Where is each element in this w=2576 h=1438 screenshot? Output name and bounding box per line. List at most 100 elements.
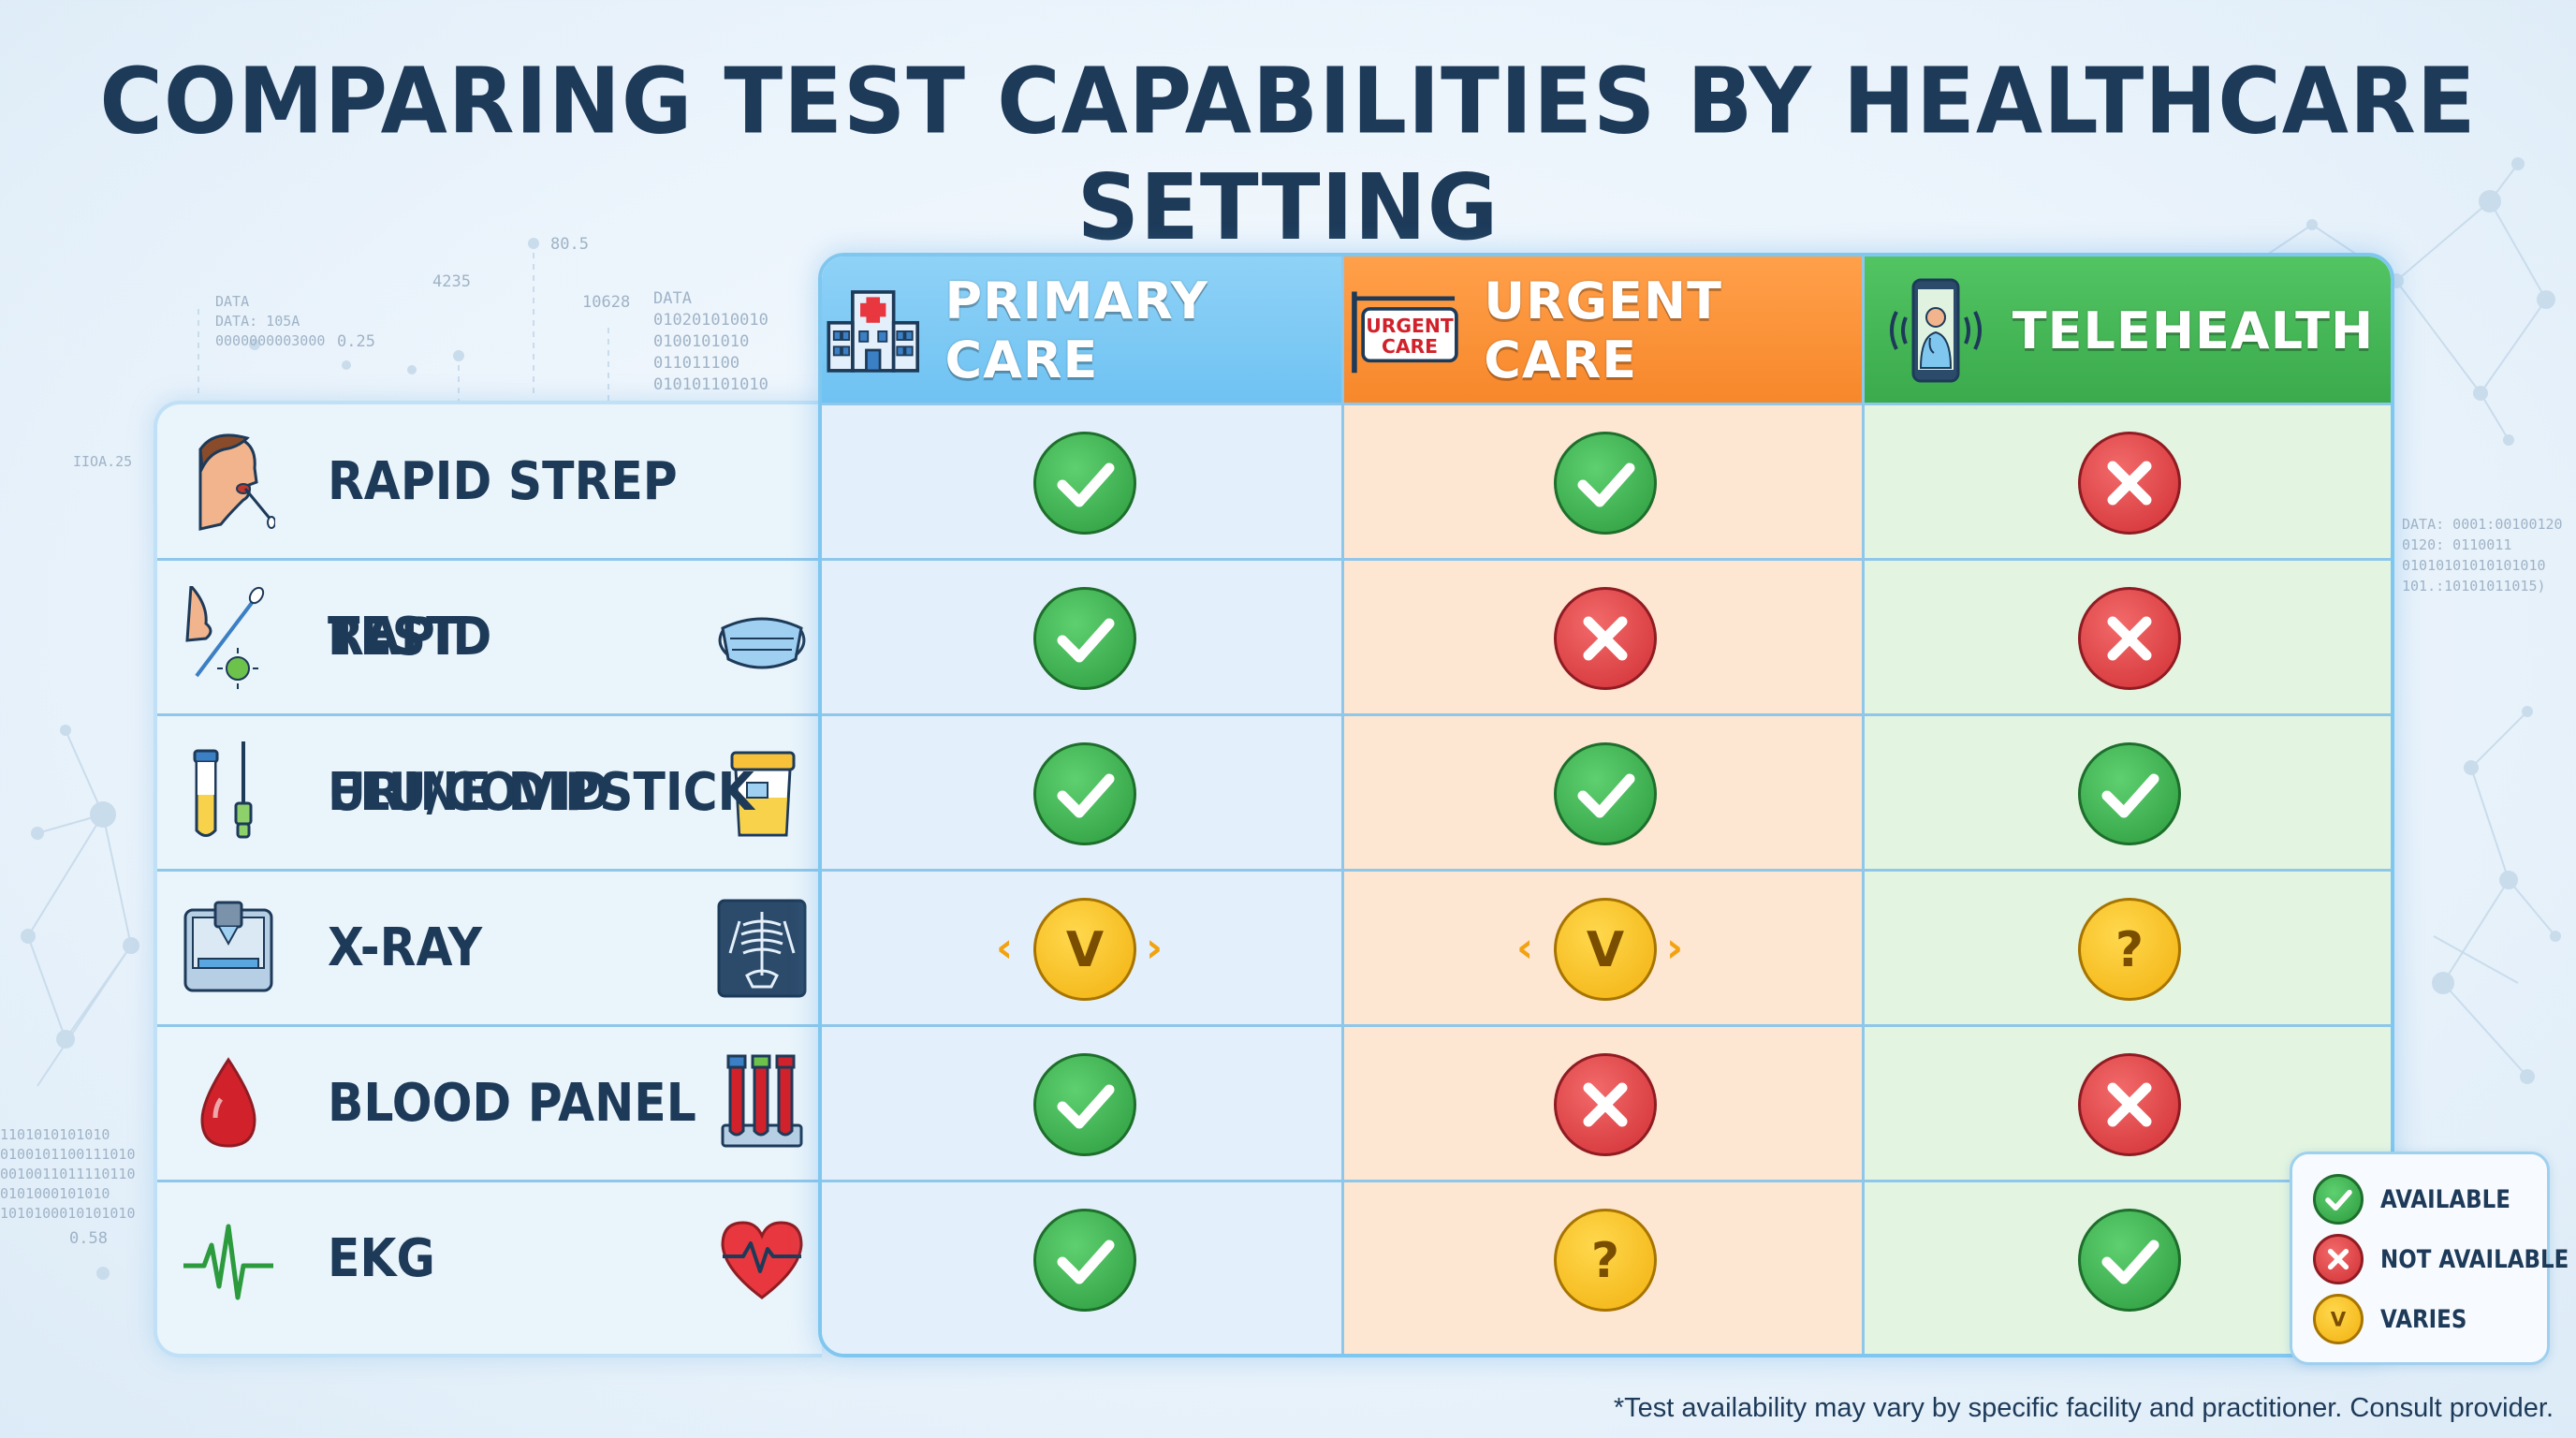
blood-drop-icon xyxy=(200,1057,256,1148)
check-icon xyxy=(1033,587,1136,690)
row-label-urine-dipstick: URINE DIPSTICK xyxy=(157,715,822,871)
status-cell xyxy=(2078,587,2181,690)
column-header-primary-care: PRIMARY CARE xyxy=(822,257,1342,404)
row-divider xyxy=(157,869,822,872)
status-cell xyxy=(1033,432,1136,535)
row-divider xyxy=(157,1180,822,1182)
question-icon: ? xyxy=(2078,898,2181,1001)
status-cell: V ‹ › xyxy=(996,898,1163,1001)
row-divider xyxy=(822,1180,2391,1182)
row-label-blood-panel: BLOOD PANEL xyxy=(157,1026,822,1181)
legend-label: NOT AVAILABLE xyxy=(2380,1244,2569,1274)
x-icon xyxy=(2313,1234,2364,1284)
blood-vials-icon xyxy=(721,1054,803,1148)
row-label-text: URINE DIPSTICK xyxy=(328,762,754,823)
urgent-sign-text: URGENT CARE xyxy=(1366,315,1454,358)
chevron-right-icon: › xyxy=(1146,924,1164,972)
xray-machine-icon xyxy=(183,901,273,992)
row-label-text: RAPID FLU/COVID xyxy=(328,607,611,823)
heartbeat-icon xyxy=(721,1221,803,1299)
row-label-text: X-RAY xyxy=(328,917,483,978)
check-icon xyxy=(2078,742,2181,845)
legend-label: AVAILABLE xyxy=(2380,1184,2510,1214)
legend: AVAILABLE NOT AVAILABLE V VARIES xyxy=(2290,1152,2569,1365)
row-divider xyxy=(157,713,822,716)
hospital-icon xyxy=(827,290,920,373)
column-divider xyxy=(1341,257,1344,1354)
row-label-text: RAPID STREP TEST xyxy=(328,451,678,668)
decor-number-b: 4235 xyxy=(432,272,471,291)
row-divider xyxy=(157,558,822,561)
check-icon xyxy=(2313,1174,2364,1225)
footnote: *Test availability may vary by specific … xyxy=(1613,1393,2554,1423)
row-label-rapid-strep: RAPID STREP TEST xyxy=(157,404,822,668)
smartphone-doctor-icon xyxy=(1889,278,1982,383)
decor-left-bottom: 1101010101010 0100101100111010 00100110111… xyxy=(0,1126,136,1222)
column-header-urgent-care: URGENT CARE URGENT CARE xyxy=(1342,257,1863,404)
legend-label: VARIES xyxy=(2380,1304,2467,1334)
row-labels-panel: RAPID STREP TEST RAPID FLU/COVID xyxy=(154,401,822,1357)
status-cell xyxy=(1554,1053,1657,1156)
status-cell xyxy=(1033,587,1136,690)
decor-left-mid: IIOA.25 xyxy=(73,453,133,470)
decor-data-block: DATA 010201010010 0100101010 011011100 01010… xyxy=(653,289,768,394)
check-icon xyxy=(1033,432,1136,535)
urgent-care-sign-icon: URGENT CARE xyxy=(1352,291,1458,374)
status-cell xyxy=(1554,432,1657,535)
x-icon xyxy=(1554,1053,1657,1156)
row-divider xyxy=(822,713,2391,716)
status-cell: ? xyxy=(1554,1209,1657,1312)
legend-varies: V VARIES xyxy=(2313,1293,2482,1345)
legend-available: AVAILABLE xyxy=(2313,1173,2533,1225)
status-cell xyxy=(1554,587,1657,690)
varies-icon: V xyxy=(2313,1294,2364,1344)
check-icon xyxy=(1554,432,1657,535)
row-divider xyxy=(822,869,2391,872)
legend-not-available: NOT AVAILABLE xyxy=(2313,1233,2576,1285)
row-divider xyxy=(157,1024,822,1027)
header-divider xyxy=(822,403,2391,405)
decor-number-c: 80.5 xyxy=(550,235,589,254)
row-divider xyxy=(822,558,2391,561)
status-cell xyxy=(1554,742,1657,845)
column-header-label: PRIMARY CARE xyxy=(944,271,1209,389)
status-cell xyxy=(2078,742,2181,845)
decor-number-a: 0.25 xyxy=(337,332,375,351)
throat-swab-icon xyxy=(198,433,275,531)
check-icon xyxy=(2078,1209,2181,1312)
test-tubes-icon xyxy=(193,741,253,839)
row-label-xray: X-RAY xyxy=(157,871,822,1026)
x-icon xyxy=(2078,587,2181,690)
chevron-left-icon: ‹ xyxy=(996,924,1014,972)
decor-number-d: 10628 xyxy=(582,293,631,312)
status-cell xyxy=(1033,1053,1136,1156)
check-icon xyxy=(1554,742,1657,845)
status-cell: ? xyxy=(2078,898,2181,1001)
status-cell xyxy=(2078,432,2181,535)
check-icon xyxy=(1033,742,1136,845)
check-icon xyxy=(1033,1053,1136,1156)
chevron-right-icon: › xyxy=(1666,924,1684,972)
check-icon xyxy=(1033,1209,1136,1312)
varies-icon: V xyxy=(1033,898,1136,1001)
row-divider xyxy=(822,1024,2391,1027)
column-divider xyxy=(1862,257,1865,1354)
x-icon xyxy=(2078,1053,2181,1156)
column-header-telehealth: TELEHEALTH xyxy=(1863,257,2391,404)
varies-symbol: V xyxy=(1066,922,1104,978)
status-cell xyxy=(2078,1053,2181,1156)
status-cell xyxy=(1033,1209,1136,1312)
decor-right-mid: DATA: 0001:00100120 0120: 0110011 01010101… xyxy=(2402,516,2563,594)
decor-number-e: 0.58 xyxy=(69,1229,108,1248)
varies-icon: V xyxy=(1554,898,1657,1001)
column-header-label: URGENT CARE xyxy=(1484,271,1722,389)
varies-symbol: V xyxy=(1587,922,1624,978)
x-icon xyxy=(2078,432,2181,535)
status-cell: V ‹ › xyxy=(1516,898,1683,1001)
question-symbol: ? xyxy=(2115,922,2144,978)
chevron-left-icon: ‹ xyxy=(1516,924,1534,972)
status-cell xyxy=(1033,742,1136,845)
face-mask-icon xyxy=(718,617,806,669)
nasal-swab-icon xyxy=(185,586,265,689)
row-label-ekg: EKG xyxy=(157,1181,822,1337)
